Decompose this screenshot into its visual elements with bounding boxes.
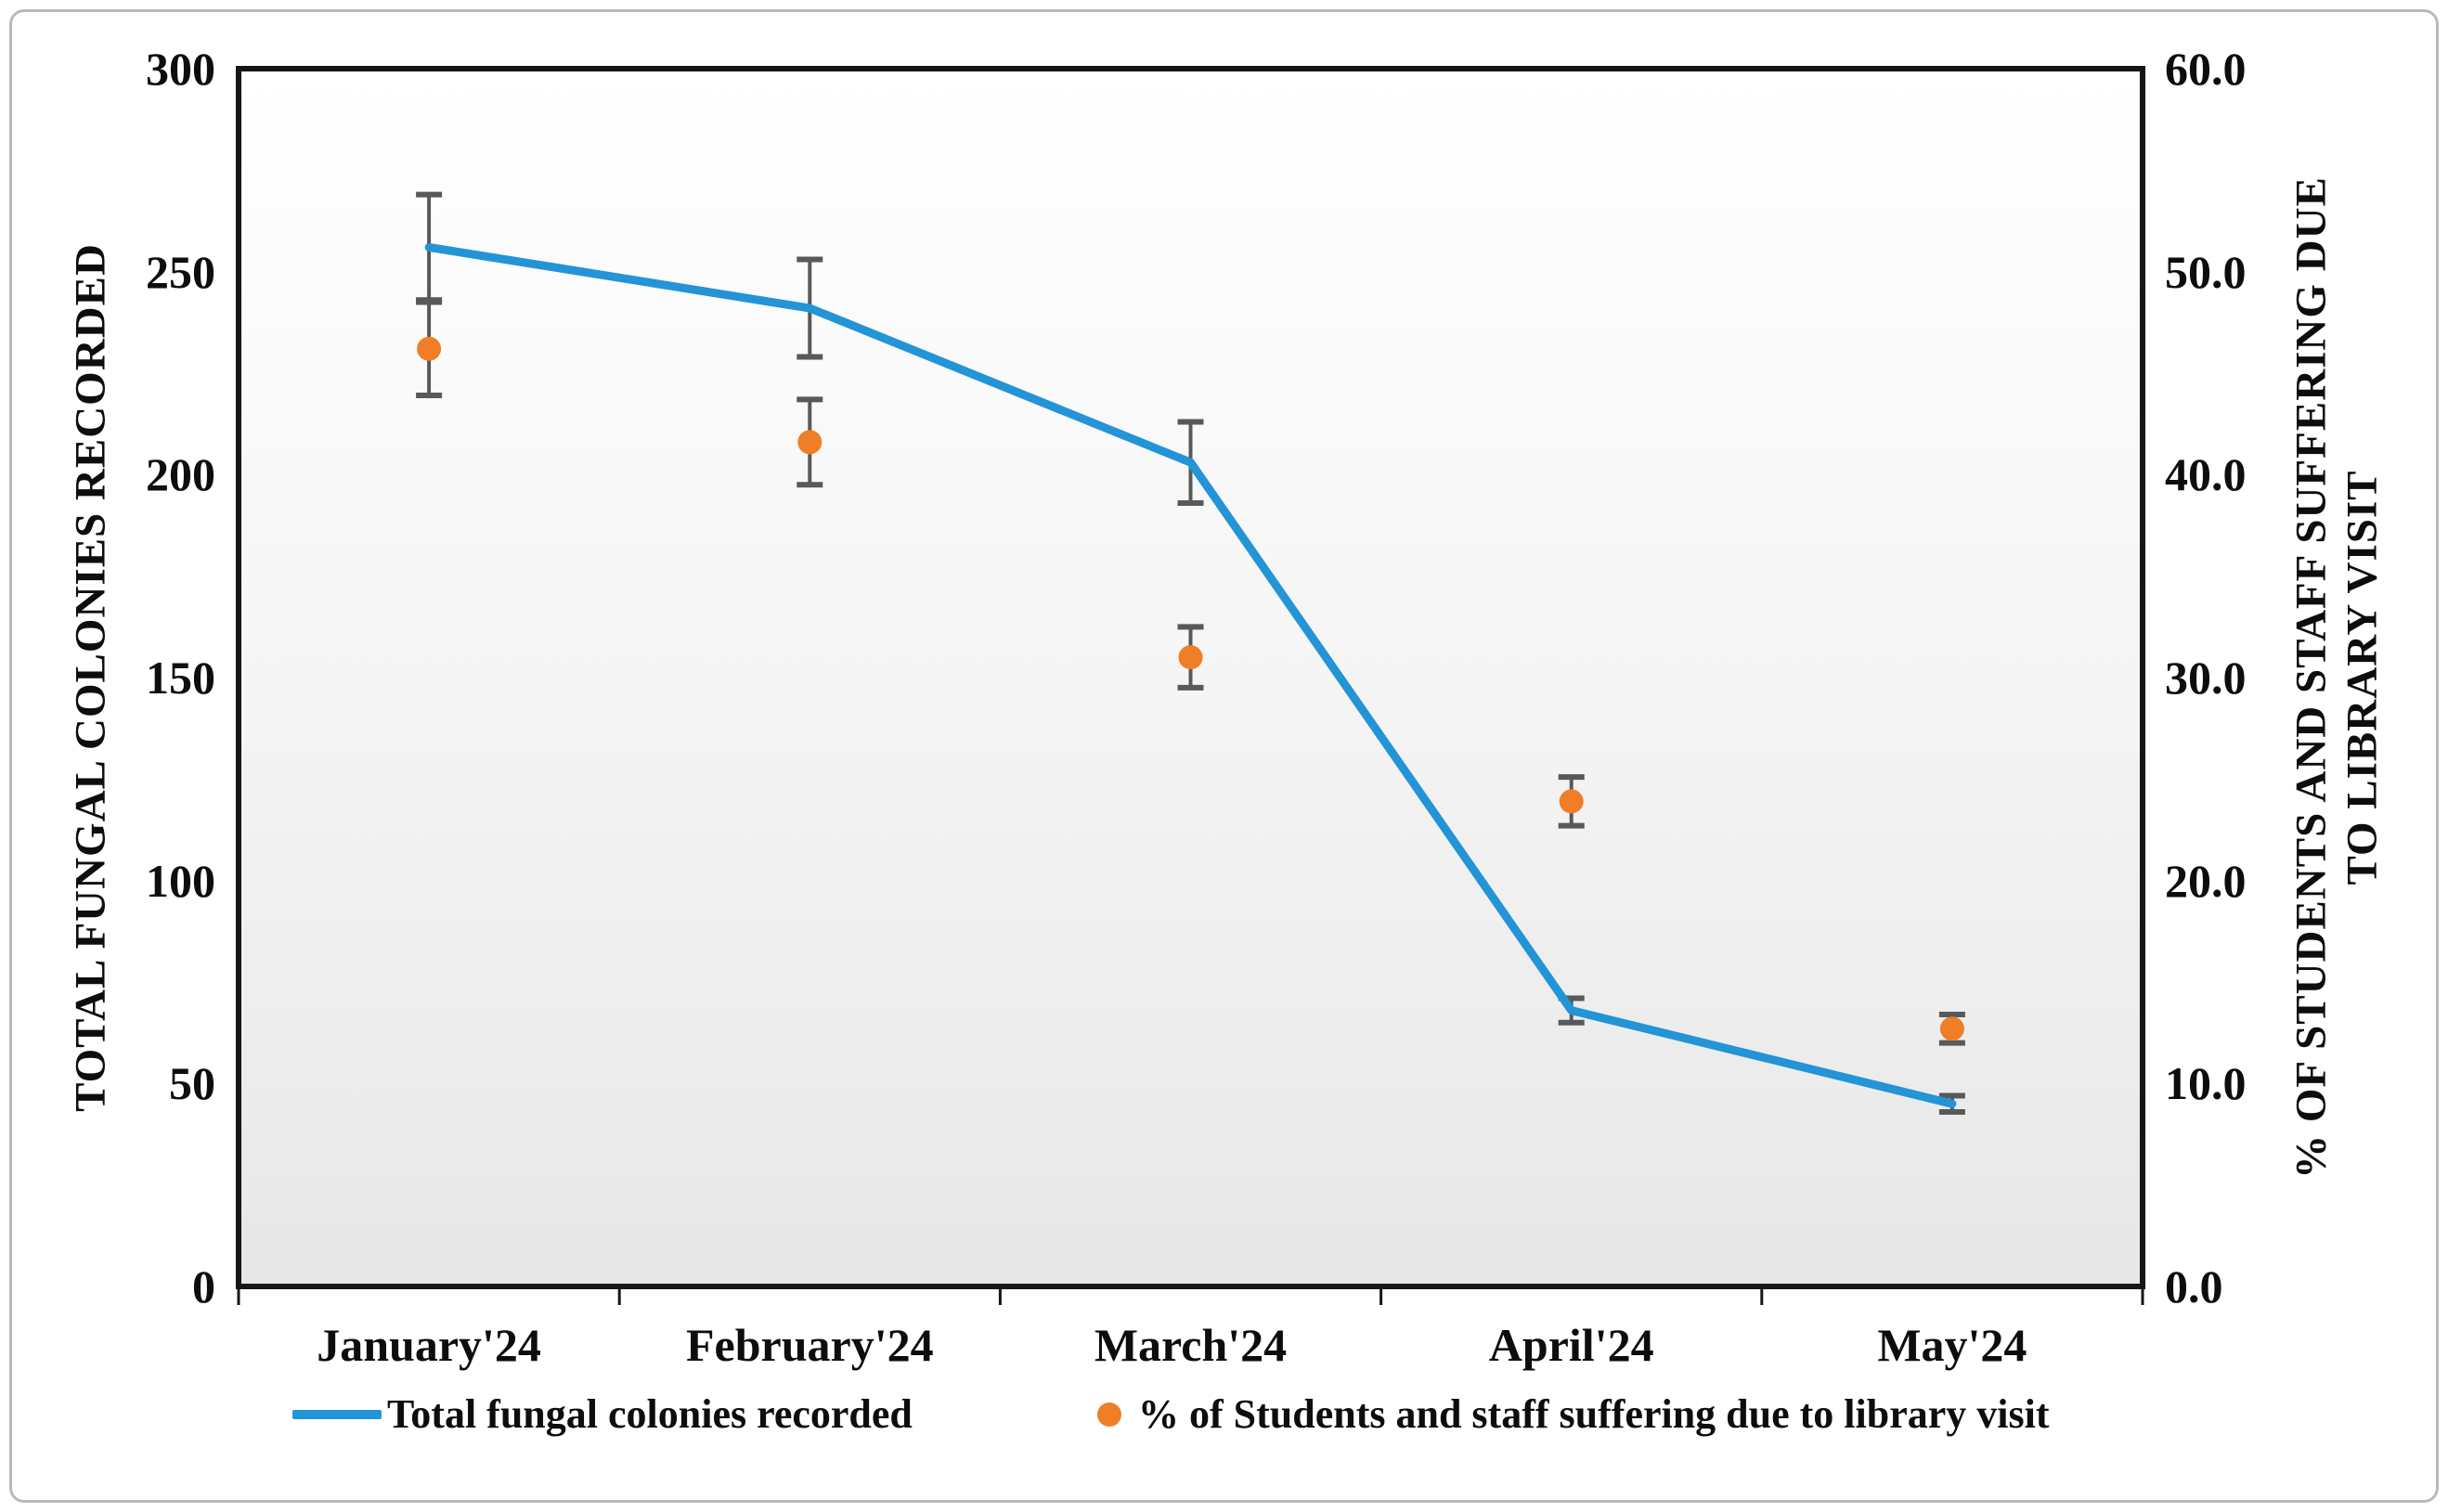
y2-axis-tick-label: 50.0 bbox=[2165, 245, 2247, 298]
legend-dot-marker bbox=[1097, 1402, 1121, 1427]
data-point-dot bbox=[417, 336, 442, 361]
y2-axis-tick-label: 20.0 bbox=[2165, 854, 2247, 907]
y2-axis-tick-label: 10.0 bbox=[2165, 1057, 2247, 1110]
y2-axis-tick-label: 0.0 bbox=[2165, 1260, 2223, 1312]
y-axis-tick-label: 100 bbox=[146, 854, 215, 907]
x-axis-tick-label: February'24 bbox=[685, 1319, 934, 1371]
legend-line-marker bbox=[292, 1409, 382, 1419]
data-point-dot bbox=[1559, 789, 1584, 814]
legend-item-percent: % of Students and staff suffering due to… bbox=[1097, 1390, 2050, 1438]
left-axis-title: TOTAL FUNGAL COLONIES RECORDED bbox=[66, 243, 115, 1112]
y-axis-tick-label: 0 bbox=[192, 1260, 215, 1312]
data-point-dot bbox=[1939, 1016, 1964, 1041]
x-axis-tick-label: April'24 bbox=[1488, 1319, 1654, 1371]
y2-axis-tick-label: 60.0 bbox=[2165, 43, 2247, 95]
x-axis-tick-label: January'24 bbox=[317, 1319, 541, 1371]
right-axis-title-line1: % OF STUDENTS AND STAFF SUFFERING DUE bbox=[2286, 176, 2336, 1179]
right-axis-title: % OF STUDENTS AND STAFF SUFFERING DUE TO… bbox=[2286, 176, 2390, 1179]
y-axis-tick-label: 200 bbox=[146, 448, 215, 501]
plot-border bbox=[236, 66, 2145, 1289]
legend-item-colonies: Total fungal colonies recorded bbox=[292, 1390, 913, 1438]
y-axis-tick-label: 300 bbox=[146, 43, 215, 95]
data-point-dot bbox=[1178, 645, 1203, 670]
y-axis-tick-label: 50 bbox=[169, 1057, 215, 1110]
right-axis-title-line2: TO LIBRARY VISIT bbox=[2338, 470, 2387, 885]
y-axis-tick-label: 250 bbox=[146, 245, 215, 298]
y2-axis-tick-label: 40.0 bbox=[2165, 448, 2247, 501]
y2-axis-tick-label: 30.0 bbox=[2165, 652, 2247, 704]
series-line-colonies bbox=[424, 242, 1957, 1108]
x-axis-tick-label: March'24 bbox=[1094, 1319, 1288, 1371]
legend-label-percent: % of Students and staff suffering due to… bbox=[1138, 1391, 2050, 1437]
legend-label-colonies: Total fungal colonies recorded bbox=[387, 1391, 913, 1437]
y-axis-tick-label: 150 bbox=[146, 652, 215, 704]
x-axis-tick-label: May'24 bbox=[1877, 1319, 2027, 1371]
data-point-dot bbox=[797, 430, 822, 455]
